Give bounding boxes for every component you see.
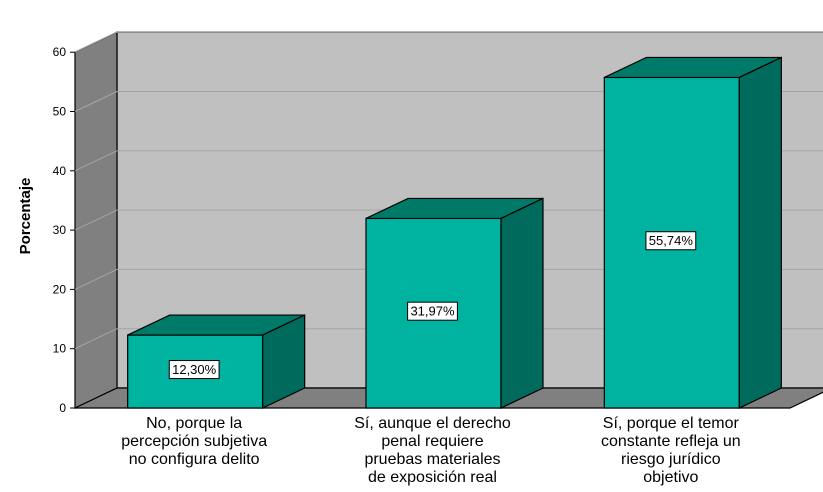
bar-side: [500, 197, 544, 409]
x-tick-label-line: Sí, aunque el derecho: [354, 415, 511, 432]
x-tick-label-line: constante refleja un: [601, 433, 741, 450]
x-tick-label-line: Sí, porque el temor: [603, 415, 740, 432]
x-tick-label: No, porque la percepción subjetiva no conf…: [121, 415, 267, 468]
bar-group: 31,97%: [365, 197, 544, 409]
y-tick-label: 40: [53, 164, 67, 178]
bar-group: 12,30%: [127, 314, 306, 409]
y-axis: 0 10 20 30 40 50 60: [53, 45, 75, 415]
data-label: 31,97%: [410, 304, 455, 319]
x-tick-label-line: No, porque la: [146, 415, 242, 432]
gridline-side: [74, 31, 118, 53]
gridline-side: [74, 150, 118, 172]
x-tick-label: Sí, aunque el derecho penal requiere prueb…: [354, 415, 511, 486]
y-tick-label: 30: [53, 223, 67, 237]
x-tick-label-line: percepción subjetiva: [121, 433, 267, 450]
y-axis-label: Porcentaje: [17, 178, 34, 255]
y-tick-label: 10: [53, 342, 67, 356]
gridline-side: [74, 328, 118, 350]
x-tick-label-line: no configura delito: [129, 451, 260, 468]
data-label: 12,30%: [172, 362, 217, 377]
gridline-side: [74, 268, 118, 290]
bar-group: 55,74%: [603, 56, 782, 409]
gridline-side: [74, 209, 118, 231]
x-tick-label-line: de exposición real: [368, 469, 497, 486]
x-tick-label-line: objetivo: [643, 469, 698, 486]
x-tick-label-line: riesgo jurídico: [621, 451, 721, 468]
x-tick-label-line: pruebas materiales: [364, 451, 500, 468]
y-tick-label: 60: [53, 45, 67, 59]
gridline-side: [74, 91, 118, 112]
bar-side: [262, 314, 306, 409]
data-label: 55,74%: [649, 233, 694, 248]
data-label-box: [407, 301, 458, 321]
bars: 12,30% 31,97% 55,74%: [127, 56, 782, 409]
x-tick-label: Sí, porque el temor constante refleja un r…: [601, 415, 741, 486]
x-tick-label-line: penal requiere: [381, 433, 483, 450]
x-axis: No, porque la percepción subjetiva no conf…: [121, 415, 740, 486]
data-label-box: [645, 231, 697, 251]
y-tick-label: 20: [53, 282, 67, 296]
bar-side: [738, 56, 782, 409]
data-label-box: [168, 360, 220, 380]
y-tick-label: 50: [53, 105, 67, 119]
y-tick-label: 0: [59, 401, 66, 415]
